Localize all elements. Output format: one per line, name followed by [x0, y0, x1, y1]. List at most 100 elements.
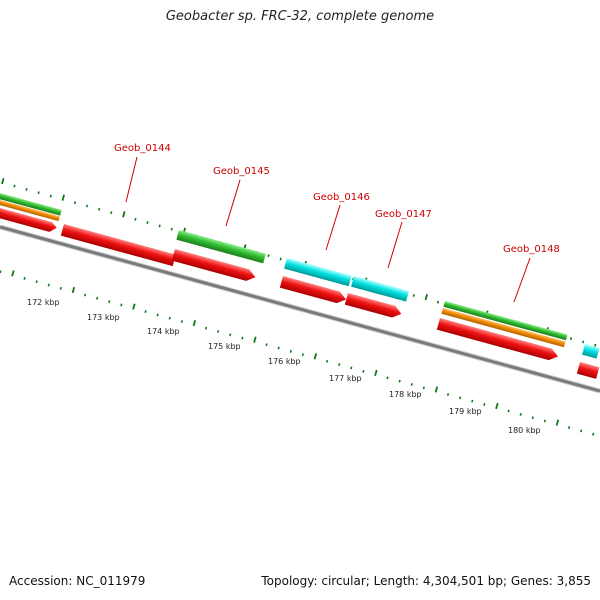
inner-tick — [531, 416, 534, 420]
inner-tick — [289, 349, 292, 353]
outer-tick — [158, 224, 161, 228]
outer-tick — [436, 300, 440, 304]
inner-tick — [108, 300, 111, 304]
scale-label: 173 kbp — [87, 313, 120, 322]
inner-tick — [410, 383, 413, 386]
gene-label-leaders — [125, 156, 531, 303]
inner-tick — [35, 280, 38, 284]
outer-tick — [110, 211, 113, 215]
gene-label[interactable]: Geob_0147 — [375, 209, 432, 220]
inner-tick — [120, 303, 123, 307]
inner-tick — [483, 402, 486, 406]
scale-labels: 172 kbp 173 kbp 174 kbp 175 kbp 176 kbp … — [27, 298, 541, 435]
gene-labels: Geob_0144 Geob_0145 Geob_0146 Geob_0147 … — [114, 143, 560, 255]
inner-tick — [71, 286, 76, 294]
inner-tick — [265, 343, 268, 347]
inner-tick — [83, 293, 87, 297]
inner-tick — [11, 270, 15, 277]
outer-tick — [122, 211, 126, 218]
outer-tick — [25, 187, 28, 191]
rna-block[interactable] — [284, 258, 352, 287]
inner-tick — [446, 393, 450, 396]
inner-tick — [471, 399, 474, 403]
inner-tick — [59, 286, 62, 290]
cds-block[interactable] — [0, 208, 58, 233]
inner-tick — [144, 310, 147, 314]
inner-tick — [156, 313, 159, 317]
inner-tick — [386, 376, 389, 380]
gene-label[interactable]: Geob_0144 — [114, 143, 171, 154]
cds-block[interactable] — [436, 318, 560, 362]
rna-block[interactable] — [351, 276, 409, 302]
inner-tick — [325, 359, 329, 363]
map-title: Geobacter sp. FRC-32, complete genome — [165, 9, 435, 24]
inner-tick — [253, 336, 257, 343]
outer-tick — [146, 221, 149, 225]
gene-block-green[interactable] — [0, 193, 62, 216]
scale-label: 176 kbp — [268, 357, 301, 366]
scale-label: 172 kbp — [27, 298, 60, 307]
inner-tick — [350, 366, 353, 370]
inner-tick — [362, 369, 365, 373]
gene-block-green[interactable] — [443, 301, 568, 341]
inner-tick — [398, 379, 401, 383]
scale-label: 177 kbp — [329, 374, 362, 383]
topology-text: Topology: circular; Length: 4,304,501 bp… — [261, 574, 591, 588]
inner-tick — [277, 346, 280, 350]
inner-tick — [459, 396, 462, 400]
cds-block[interactable] — [576, 362, 600, 379]
inner-tick — [313, 353, 318, 360]
inner-tick — [519, 412, 522, 416]
outer-tick — [582, 340, 585, 344]
scale-label: 180 kbp — [508, 426, 541, 435]
feature-blocks — [0, 193, 600, 379]
outer-tick — [594, 343, 597, 347]
outer-tick — [98, 207, 101, 211]
gene-block-green[interactable] — [176, 230, 266, 264]
inner-tick-ring — [0, 270, 595, 436]
outer-tick — [267, 254, 270, 258]
cds-block[interactable] — [60, 224, 176, 267]
inner-tick — [301, 353, 304, 357]
gene-block-orange[interactable] — [0, 200, 60, 222]
gene-label[interactable]: Geob_0146 — [313, 192, 370, 203]
inner-tick — [132, 303, 136, 310]
gene-block-orange[interactable] — [441, 308, 566, 348]
cds-block[interactable] — [344, 293, 403, 320]
inner-tick — [241, 336, 244, 340]
cds-block[interactable] — [171, 249, 257, 283]
scale-label: 175 kbp — [208, 342, 241, 351]
scale-label: 174 kbp — [147, 327, 180, 336]
gene-label[interactable]: Geob_0145 — [213, 166, 270, 177]
inner-tick — [168, 316, 171, 320]
inner-tick — [338, 363, 341, 367]
outer-tick — [85, 204, 89, 208]
outer-tick — [424, 294, 428, 301]
inner-tick — [567, 426, 571, 430]
inner-tick — [96, 296, 99, 300]
inner-tick — [23, 276, 26, 280]
inner-tick — [543, 419, 546, 423]
outer-tick — [134, 217, 137, 221]
outer-tick — [569, 337, 573, 341]
rna-block[interactable] — [582, 344, 600, 359]
outer-tick — [1, 177, 5, 185]
inner-tick — [47, 283, 50, 287]
gene-label[interactable]: Geob_0148 — [503, 244, 560, 255]
inner-tick — [180, 320, 183, 323]
inner-tick — [592, 432, 595, 436]
inner-tick — [434, 386, 439, 393]
outer-tick — [73, 201, 77, 205]
outer-tick — [61, 194, 65, 201]
inner-tick — [555, 419, 560, 426]
outer-tick — [170, 227, 173, 231]
outer-tick — [412, 294, 415, 297]
inner-tick — [507, 409, 510, 413]
outer-tick — [279, 257, 282, 261]
cds-block[interactable] — [279, 276, 348, 305]
inner-tick — [204, 326, 208, 330]
inner-tick — [217, 330, 220, 333]
inner-tick — [580, 429, 583, 433]
scale-label: 179 kbp — [449, 407, 482, 416]
